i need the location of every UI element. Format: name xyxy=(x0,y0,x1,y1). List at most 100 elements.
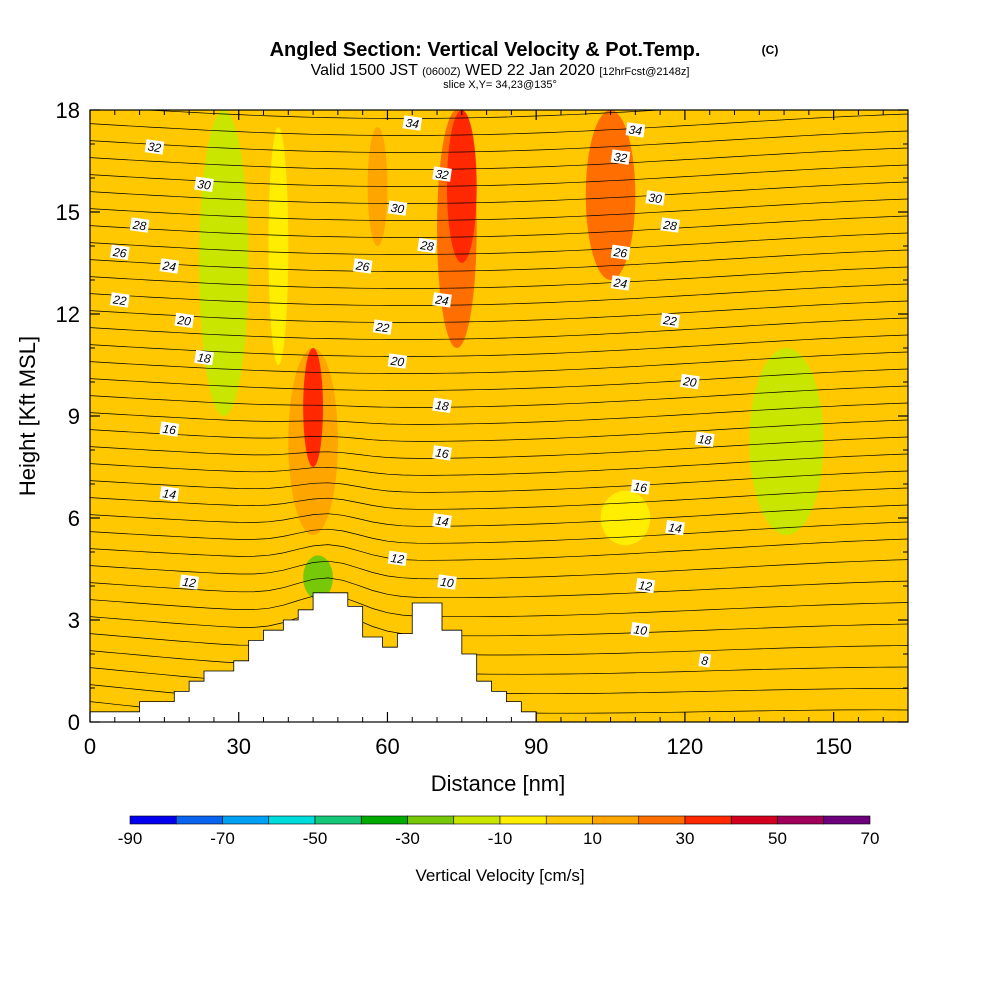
velocity-cell xyxy=(749,348,824,535)
contour-label: 18 xyxy=(694,431,715,448)
contour-label-text: 34 xyxy=(628,123,643,139)
theta-contour xyxy=(142,110,668,119)
contour-label-bg xyxy=(630,622,651,638)
contour-label: 26 xyxy=(109,244,130,261)
colorbar: -90 -70 -50 -30 -10 10 30 50 70 xyxy=(118,815,880,848)
contour-label: 22 xyxy=(372,319,393,336)
contour-label: 22 xyxy=(660,312,680,329)
velocity-cell xyxy=(600,490,651,546)
slice-label: slice X,Y= 34,23@135° xyxy=(443,79,557,91)
contour-label: 12 xyxy=(179,574,200,591)
colorbar-swatch xyxy=(823,815,871,825)
contour-label: 34 xyxy=(402,115,423,132)
contour-label: 20 xyxy=(174,312,195,329)
contour-label-bg xyxy=(129,217,150,233)
contour-label: 30 xyxy=(387,200,408,217)
theta-contour xyxy=(90,436,908,459)
contour-label-bg xyxy=(387,353,408,369)
axes: 0 30 60 90 120 150 0 3 6 9 12 15 18 xyxy=(56,98,908,759)
contour-label-bg xyxy=(660,312,680,328)
contour-label: 14 xyxy=(665,520,685,536)
contour-label-bg xyxy=(159,258,180,274)
contour-label-bg xyxy=(437,574,457,590)
contour-label-bg xyxy=(352,258,373,274)
y-tick-label: 3 xyxy=(68,608,80,633)
contour-label: 12 xyxy=(387,550,408,567)
contour-label-text: 12 xyxy=(638,578,653,594)
velocity-cell xyxy=(531,647,685,722)
contour-label: 8 xyxy=(698,653,712,668)
contour-label: 22 xyxy=(109,292,130,308)
velocity-cell xyxy=(213,144,229,246)
contour-label-bg xyxy=(109,292,130,308)
contour-label-text: 34 xyxy=(405,116,420,132)
contour-label-bg xyxy=(194,176,214,192)
theta-contour xyxy=(90,317,908,340)
contour-label: 24 xyxy=(610,275,631,291)
contour-label-bg xyxy=(432,166,452,182)
contour-label-text: 22 xyxy=(661,313,677,329)
contour-label-bg xyxy=(387,200,408,216)
contour-label: 10 xyxy=(630,622,651,638)
chart-subtitle: Valid 1500 JST (0600Z) WED 22 Jan 2020 [… xyxy=(311,62,690,79)
contour-label-bg xyxy=(174,312,195,328)
theta-contour xyxy=(90,644,908,675)
theta-contour xyxy=(90,164,908,187)
y-tick-label: 18 xyxy=(56,98,80,123)
contour-label: 32 xyxy=(432,166,452,183)
colorbar-swatch xyxy=(545,815,593,825)
contour-label: 24 xyxy=(159,258,180,274)
colorbar-tick-label: 10 xyxy=(583,829,602,848)
colorbar-swatch xyxy=(592,815,640,825)
x-tick-label: 60 xyxy=(375,734,399,759)
contour-label: 30 xyxy=(645,190,666,206)
colorbar-tick-label: 70 xyxy=(861,829,880,848)
contour-label: 14 xyxy=(432,513,452,529)
velocity-cell xyxy=(303,348,324,467)
contour-label-bg xyxy=(432,292,452,308)
contour-label: 14 xyxy=(159,486,180,502)
contour-label-bg xyxy=(680,373,700,390)
contour-label: 32 xyxy=(610,149,631,166)
contour-label-bg xyxy=(159,486,180,502)
contour-label-text: 16 xyxy=(162,422,177,438)
contour-label-text: 28 xyxy=(661,218,677,234)
contour-label: 28 xyxy=(129,217,150,234)
contour-label-bg xyxy=(610,275,631,291)
contour-label-text: 8 xyxy=(700,653,709,668)
theta-contour xyxy=(90,627,908,656)
contour-label-text: 18 xyxy=(697,432,712,448)
colorbar-tick-label: -30 xyxy=(395,829,420,848)
contour-label: 16 xyxy=(159,421,180,438)
contour-label-text: 26 xyxy=(111,245,127,261)
contour-label-text: 12 xyxy=(182,575,197,591)
contour-label: 20 xyxy=(680,373,700,390)
colorbar-swatch xyxy=(777,815,825,825)
y-tick-label: 0 xyxy=(68,710,80,735)
theta-contour xyxy=(90,577,908,599)
contour-label-text: 32 xyxy=(434,167,449,183)
contour-label-text: 30 xyxy=(390,201,405,217)
theta-contour xyxy=(90,181,908,204)
contour-label-bg xyxy=(665,520,685,536)
contour-label-bg xyxy=(432,445,452,461)
contour-label-bg xyxy=(417,237,438,254)
velocity-cell xyxy=(268,127,289,365)
contour-label-text: 10 xyxy=(633,622,648,638)
theta-contour xyxy=(90,283,908,306)
colorbar-swatch xyxy=(268,815,316,825)
contour-label-bg xyxy=(694,431,715,447)
theta-contour xyxy=(90,368,908,391)
contour-label-text: 24 xyxy=(612,275,628,291)
theta-contour xyxy=(90,232,908,255)
contour-label-text: 20 xyxy=(389,354,405,370)
contour-label: 26 xyxy=(610,244,631,261)
contour-label: 18 xyxy=(194,350,214,366)
theta-contour xyxy=(90,521,908,544)
theta-contour xyxy=(90,249,908,272)
colorbar-swatch xyxy=(730,815,778,825)
theta-contours xyxy=(90,110,908,722)
contour-label-bg xyxy=(610,244,631,260)
theta-contour xyxy=(90,113,908,136)
